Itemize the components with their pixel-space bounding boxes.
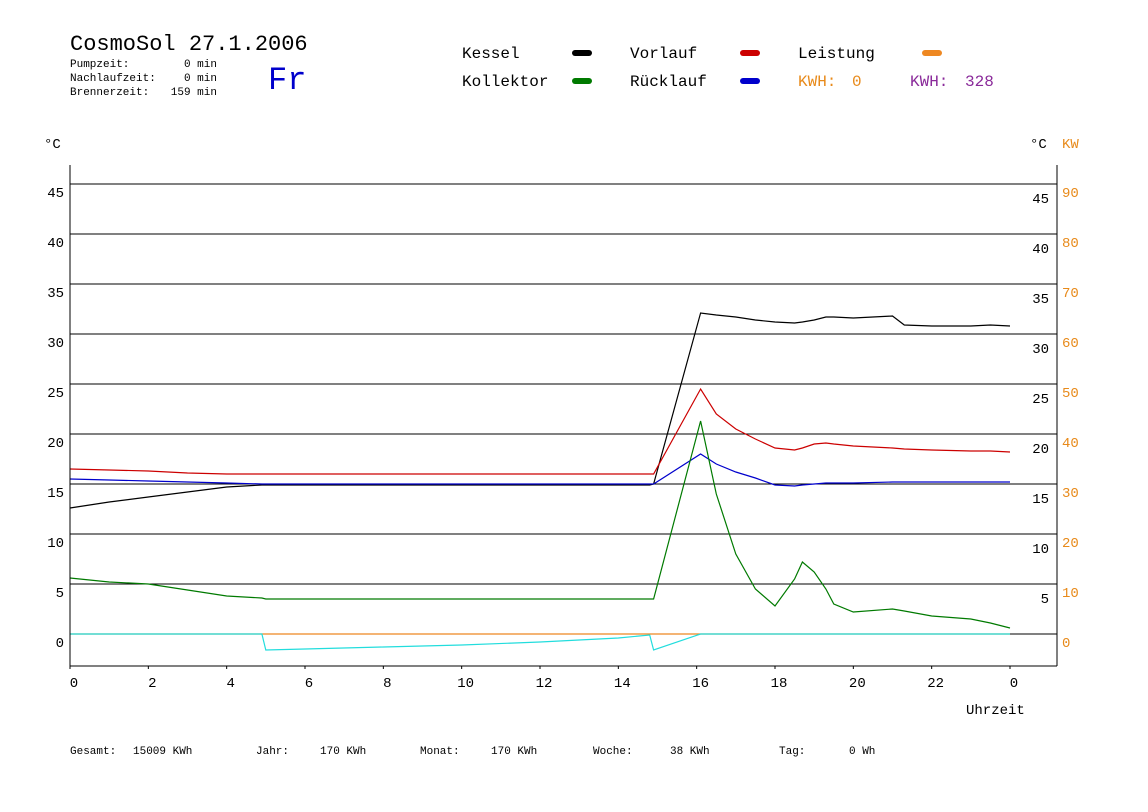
legend-label: Kollektor: [462, 73, 548, 91]
y-tick-label: 15: [47, 486, 64, 502]
x-tick-label: 18: [771, 676, 788, 692]
series-line: [70, 633, 1010, 651]
stat-label: Nachlaufzeit:: [70, 73, 156, 85]
footer-value: 170 KWh: [491, 746, 537, 758]
kwh-label: KWH:: [798, 73, 836, 91]
y2-tick-label: 40: [1062, 436, 1079, 452]
stat-value: 0 min: [184, 73, 217, 85]
x-tick-label: 12: [536, 676, 553, 692]
y2-tick-label: 30: [1062, 486, 1079, 502]
footer-value: 0 Wh: [849, 746, 875, 758]
y-tick-label: 5: [56, 586, 64, 602]
y-tick-label-right: 30: [1032, 342, 1049, 358]
y-tick-label-right: 45: [1032, 192, 1049, 208]
x-tick-label: 0: [70, 676, 78, 692]
legend-label: Leistung: [798, 45, 875, 63]
y2-tick-label: 90: [1062, 186, 1079, 202]
legend-label: Rücklauf: [630, 73, 707, 91]
y-tick-label-right: 20: [1032, 442, 1049, 458]
x-tick-label: 8: [383, 676, 391, 692]
x-axis-label: Uhrzeit: [966, 703, 1025, 719]
y-tick-label: 25: [47, 386, 64, 402]
y-tick-label-right: 5: [1041, 592, 1049, 608]
footer-value: 170 KWh: [320, 746, 366, 758]
y-tick-label-right: 25: [1032, 392, 1049, 408]
y2-tick-label: 70: [1062, 286, 1079, 302]
kwh-label: KWH:: [910, 73, 948, 91]
x-tick-label: 14: [614, 676, 631, 692]
series-line: [69, 420, 1011, 629]
x-tick-label: 6: [305, 676, 313, 692]
x-tick-label: 22: [927, 676, 944, 692]
legend-label: Kessel: [462, 45, 520, 63]
kwh-value: 0: [852, 73, 862, 91]
footer-value: 38 KWh: [670, 746, 710, 758]
series-line: [69, 312, 1011, 509]
stat-value: 0 min: [184, 59, 217, 71]
footer-label: Jahr:: [256, 746, 289, 758]
y-tick-label-right: 10: [1032, 542, 1049, 558]
y-tick-label: 45: [47, 186, 64, 202]
y-tick-label: 35: [47, 286, 64, 302]
y2-tick-label: 50: [1062, 386, 1079, 402]
series-line: [69, 453, 1010, 487]
title: CosmoSol 27.1.2006: [70, 32, 308, 57]
x-tick-label: 2: [148, 676, 156, 692]
x-tick-label: 0: [1010, 676, 1018, 692]
y-tick-label-right: 35: [1032, 292, 1049, 308]
y2-axis-label: KW: [1062, 137, 1079, 153]
y-axis-label: °C: [44, 137, 61, 153]
x-tick-label: 16: [692, 676, 709, 692]
x-tick-label: 10: [457, 676, 474, 692]
y-tick-label: 0: [56, 636, 64, 652]
footer-label: Monat:: [420, 746, 460, 758]
y-tick-label: 30: [47, 336, 64, 352]
stat-value: 159 min: [171, 87, 217, 99]
y-tick-label-right: 15: [1032, 492, 1049, 508]
y2-tick-label: 60: [1062, 336, 1079, 352]
series-line: [69, 387, 1011, 475]
y2-tick-label: 10: [1062, 586, 1079, 602]
footer-label: Tag:: [779, 746, 805, 758]
x-tick-label: 20: [849, 676, 866, 692]
legend-label: Vorlauf: [630, 45, 697, 63]
y-tick-label: 20: [47, 436, 64, 452]
y-tick-label: 10: [47, 536, 64, 552]
y2-tick-label: 20: [1062, 536, 1079, 552]
y2-tick-label: 0: [1062, 636, 1070, 652]
footer-label: Gesamt:: [70, 746, 116, 758]
y-tick-label: 40: [47, 236, 64, 252]
footer-value: 15009 KWh: [133, 746, 192, 758]
y2-tick-label: 80: [1062, 236, 1079, 252]
kwh-value: 328: [965, 73, 994, 91]
stat-label: Brennerzeit:: [70, 87, 149, 99]
y-axis-label-right: °C: [1030, 137, 1047, 153]
day: Fr: [268, 62, 306, 99]
footer-label: Woche:: [593, 746, 633, 758]
y-tick-label-right: 40: [1032, 242, 1049, 258]
stat-label: Pumpzeit:: [70, 59, 129, 71]
x-tick-label: 4: [226, 676, 234, 692]
